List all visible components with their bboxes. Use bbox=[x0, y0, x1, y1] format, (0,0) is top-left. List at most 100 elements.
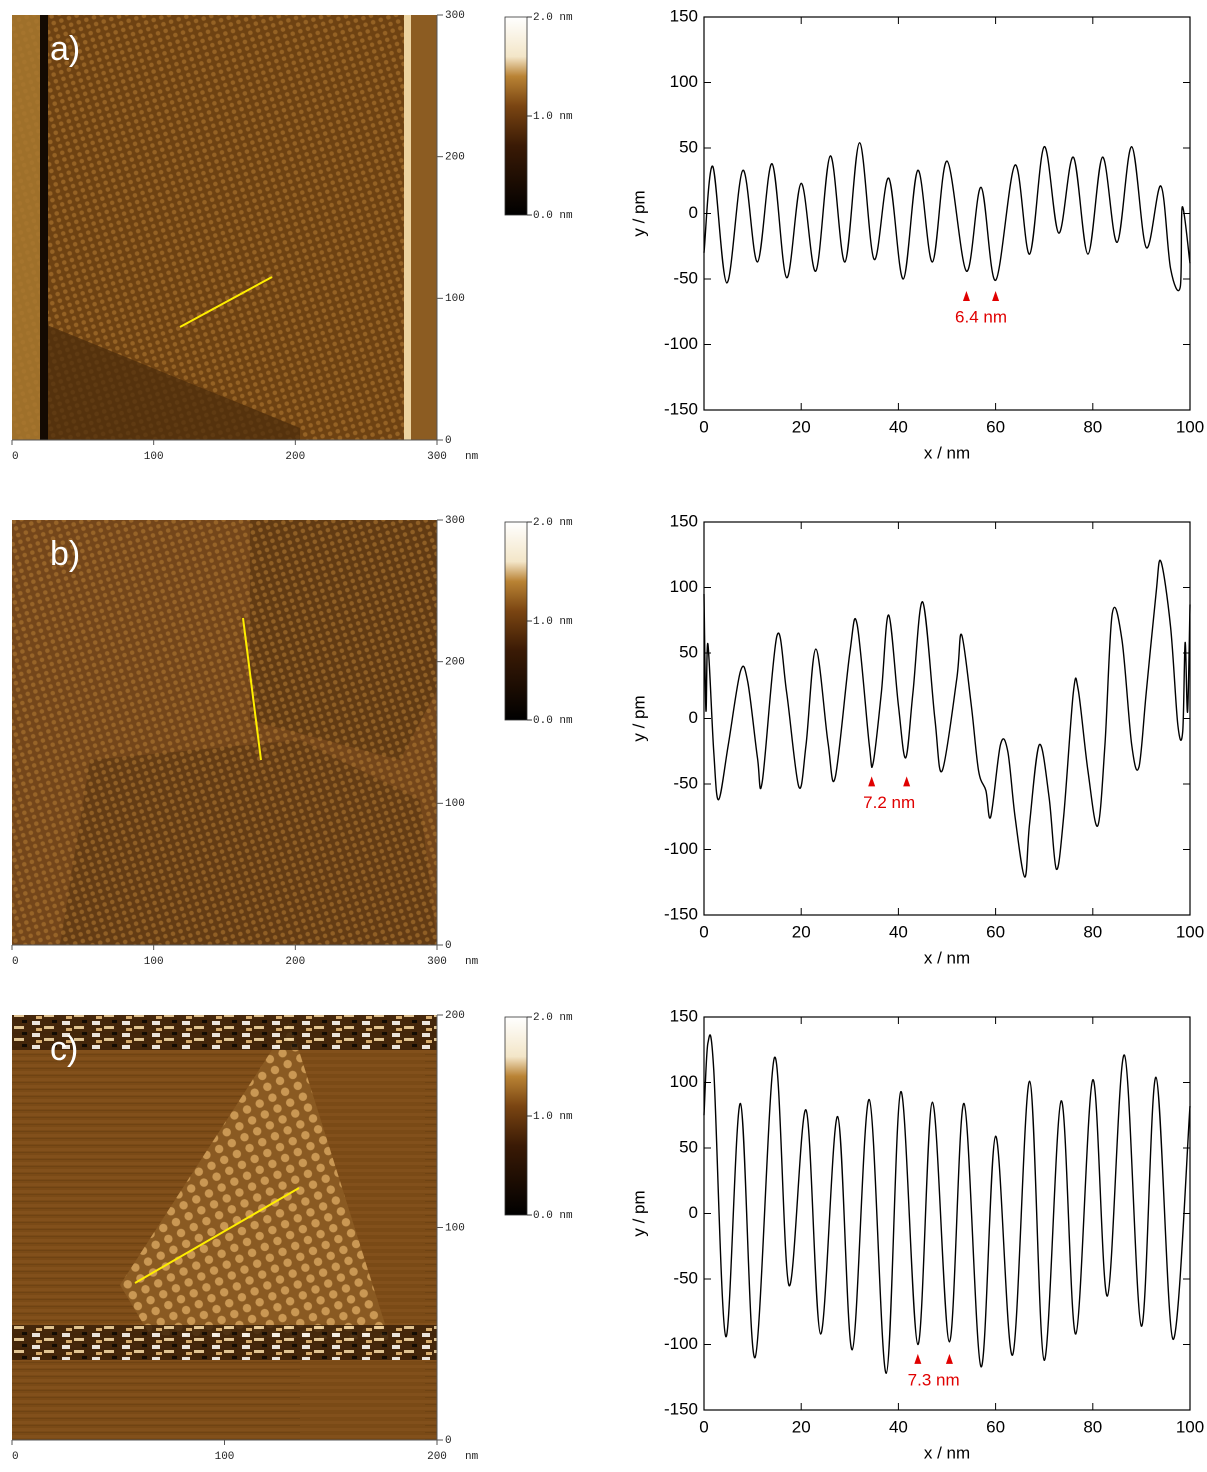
annotation-marker bbox=[962, 291, 970, 302]
x-tick-label: 100 bbox=[144, 956, 164, 968]
colorbar-label: 2.0 nm bbox=[533, 517, 573, 529]
annotation-marker bbox=[992, 291, 1000, 302]
y-tick-label: 0 bbox=[689, 708, 698, 727]
colorbar-label: 1.0 nm bbox=[533, 111, 573, 123]
y-tick-label: 300 bbox=[445, 515, 465, 527]
y-axis-label: y / pm bbox=[629, 1190, 648, 1236]
colorbar-label: 1.0 nm bbox=[533, 1111, 573, 1123]
panel-label: b) bbox=[50, 535, 80, 573]
axis-unit: nm bbox=[465, 1451, 479, 1463]
plot-frame bbox=[703, 1016, 1191, 1411]
x-tick-label: 200 bbox=[285, 451, 305, 463]
y-tick-label: 0 bbox=[445, 1435, 452, 1447]
y-axis-label: y / pm bbox=[629, 190, 648, 236]
annotation-marker bbox=[945, 1353, 953, 1364]
colorbar bbox=[504, 1016, 528, 1216]
x-tick-label: 40 bbox=[889, 1417, 908, 1436]
x-tick-label: 60 bbox=[986, 417, 1005, 436]
profile-line bbox=[703, 1034, 1191, 1375]
plot-frame bbox=[703, 16, 1191, 411]
annotation-text: 6.4 nm bbox=[955, 308, 1007, 327]
colorbar-label: 1.0 nm bbox=[533, 616, 573, 628]
y-tick-label: 50 bbox=[679, 137, 698, 156]
y-tick-label: 0 bbox=[445, 435, 452, 447]
colorbar bbox=[504, 521, 528, 721]
colorbar-label: 0.0 nm bbox=[533, 210, 573, 222]
y-tick-label: 100 bbox=[445, 798, 465, 810]
y-tick-label: 200 bbox=[445, 152, 465, 164]
annotation-text: 7.3 nm bbox=[908, 1370, 960, 1389]
annotation-marker bbox=[914, 1353, 922, 1364]
x-tick-label: 100 bbox=[144, 451, 164, 463]
colorbar-label: 2.0 nm bbox=[533, 1012, 573, 1024]
y-axis-label: y / pm bbox=[629, 695, 648, 741]
x-tick-label: 20 bbox=[792, 417, 811, 436]
annotation-text: 7.2 nm bbox=[863, 793, 915, 812]
x-tick-label: 0 bbox=[12, 1451, 19, 1463]
y-tick-label: -100 bbox=[664, 1334, 698, 1353]
afm-image bbox=[12, 15, 437, 440]
x-tick-label: 0 bbox=[12, 956, 19, 968]
y-tick-label: -50 bbox=[673, 1268, 698, 1287]
x-tick-label: 20 bbox=[792, 1417, 811, 1436]
x-tick-label: 60 bbox=[986, 1417, 1005, 1436]
x-tick-label: 100 bbox=[215, 1451, 235, 1463]
y-tick-label: 100 bbox=[445, 1222, 465, 1234]
annotation-marker bbox=[868, 776, 876, 787]
x-tick-label: 40 bbox=[889, 417, 908, 436]
x-tick-label: 0 bbox=[699, 417, 708, 436]
x-tick-label: 0 bbox=[699, 922, 708, 941]
x-axis-label: x / nm bbox=[924, 1443, 970, 1462]
profile-line bbox=[703, 142, 1191, 292]
x-tick-label: 200 bbox=[427, 1451, 447, 1463]
x-tick-label: 300 bbox=[427, 956, 447, 968]
afm-image bbox=[12, 520, 437, 945]
y-tick-label: -100 bbox=[664, 334, 698, 353]
y-tick-label: 300 bbox=[445, 10, 465, 22]
y-tick-label: 200 bbox=[445, 1010, 465, 1022]
y-tick-label: 0 bbox=[689, 1203, 698, 1222]
x-tick-label: 40 bbox=[889, 922, 908, 941]
y-tick-label: 100 bbox=[670, 577, 698, 596]
plot-frame bbox=[703, 521, 1191, 916]
axis-unit: nm bbox=[465, 956, 479, 968]
x-tick-label: 80 bbox=[1083, 1417, 1102, 1436]
y-tick-label: 150 bbox=[670, 511, 698, 530]
y-tick-label: 200 bbox=[445, 657, 465, 669]
x-tick-label: 60 bbox=[986, 922, 1005, 941]
colorbar-label: 0.0 nm bbox=[533, 715, 573, 727]
x-axis-label: x / nm bbox=[924, 443, 970, 462]
y-tick-label: 100 bbox=[670, 1072, 698, 1091]
y-tick-label: 0 bbox=[689, 203, 698, 222]
y-tick-label: -150 bbox=[664, 399, 698, 418]
x-tick-label: 100 bbox=[1176, 922, 1204, 941]
y-tick-label: -100 bbox=[664, 839, 698, 858]
x-tick-label: 80 bbox=[1083, 417, 1102, 436]
x-tick-label: 100 bbox=[1176, 417, 1204, 436]
colorbar bbox=[504, 16, 528, 216]
annotation-marker bbox=[903, 776, 911, 787]
x-tick-label: 0 bbox=[12, 451, 19, 463]
panel-label: a) bbox=[50, 30, 80, 68]
y-tick-label: -50 bbox=[673, 268, 698, 287]
x-tick-label: 300 bbox=[427, 451, 447, 463]
x-axis-label: x / nm bbox=[924, 948, 970, 967]
y-tick-label: -150 bbox=[664, 904, 698, 923]
x-tick-label: 0 bbox=[699, 1417, 708, 1436]
profile-line bbox=[703, 559, 1191, 878]
y-tick-label: 150 bbox=[670, 1006, 698, 1025]
afm-image bbox=[12, 1015, 437, 1440]
y-tick-label: 100 bbox=[445, 293, 465, 305]
colorbar-label: 0.0 nm bbox=[533, 1210, 573, 1222]
y-tick-label: 150 bbox=[670, 6, 698, 25]
x-tick-label: 100 bbox=[1176, 1417, 1204, 1436]
y-tick-label: 100 bbox=[670, 72, 698, 91]
colorbar-label: 2.0 nm bbox=[533, 12, 573, 24]
y-tick-label: -150 bbox=[664, 1399, 698, 1418]
x-tick-label: 20 bbox=[792, 922, 811, 941]
x-tick-label: 200 bbox=[285, 956, 305, 968]
y-tick-label: 50 bbox=[679, 642, 698, 661]
panel-label: c) bbox=[50, 1030, 78, 1068]
y-tick-label: 0 bbox=[445, 940, 452, 952]
